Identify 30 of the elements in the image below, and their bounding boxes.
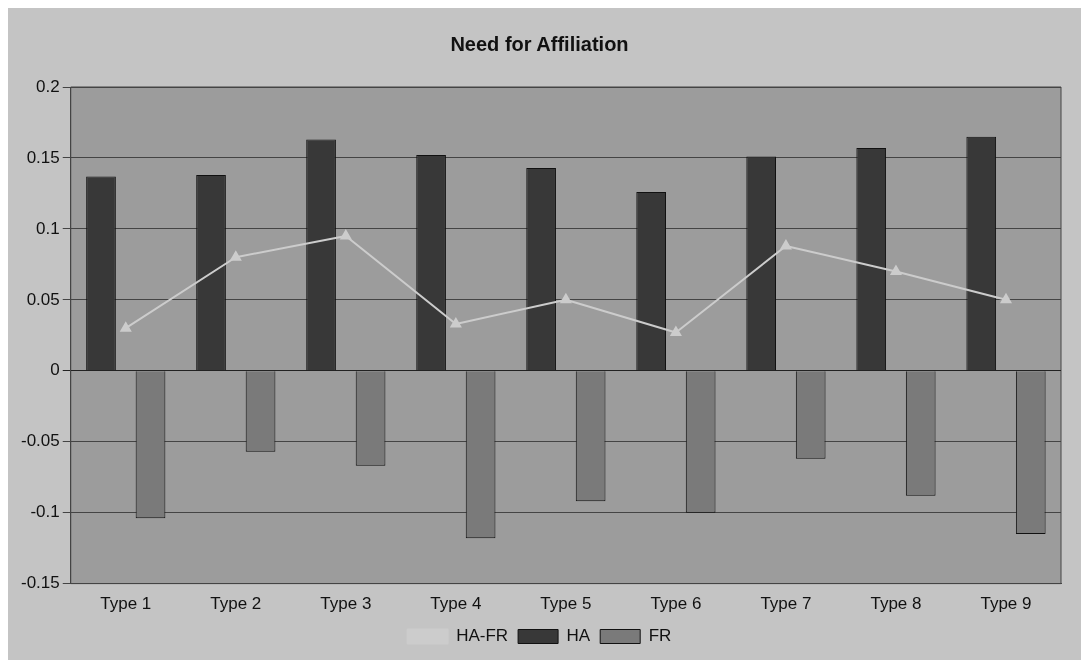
point (230, 251, 242, 261)
x-tick-label: Type 1 (100, 594, 152, 614)
point (450, 317, 462, 328)
point (780, 239, 792, 250)
y-tick-label: 0.1 (36, 218, 60, 238)
y-tick-label: -0.05 (21, 431, 60, 451)
x-tick-label: Type 8 (870, 594, 922, 614)
x-tick-label: Type 5 (540, 594, 592, 614)
x-tick-label: Type 3 (320, 594, 372, 614)
legend-label: HA (566, 626, 591, 646)
point (120, 322, 132, 332)
legend-label: HA-FR (456, 626, 509, 646)
point (560, 293, 572, 304)
x-tick-label: Type 4 (430, 594, 482, 614)
point (670, 326, 682, 336)
point (890, 265, 902, 275)
y-tick-label: -0.15 (21, 573, 60, 593)
y-tick-label: 0.05 (26, 289, 60, 309)
legend-label: FR (648, 626, 672, 646)
x-tick-label: Type 7 (760, 594, 812, 614)
y-tick-label: -0.1 (30, 502, 60, 522)
y-tick-label: 0 (50, 360, 60, 380)
x-tick-label: Type 6 (650, 594, 702, 614)
y-tick-label: 0.2 (36, 76, 60, 96)
x-tick-label: Type 2 (210, 594, 262, 614)
x-tick-label: Type 9 (980, 594, 1032, 614)
point (340, 229, 352, 240)
chart-title: Need for Affiliation (450, 32, 629, 55)
y-tick-label: 0.15 (26, 147, 60, 167)
point (1000, 293, 1012, 304)
